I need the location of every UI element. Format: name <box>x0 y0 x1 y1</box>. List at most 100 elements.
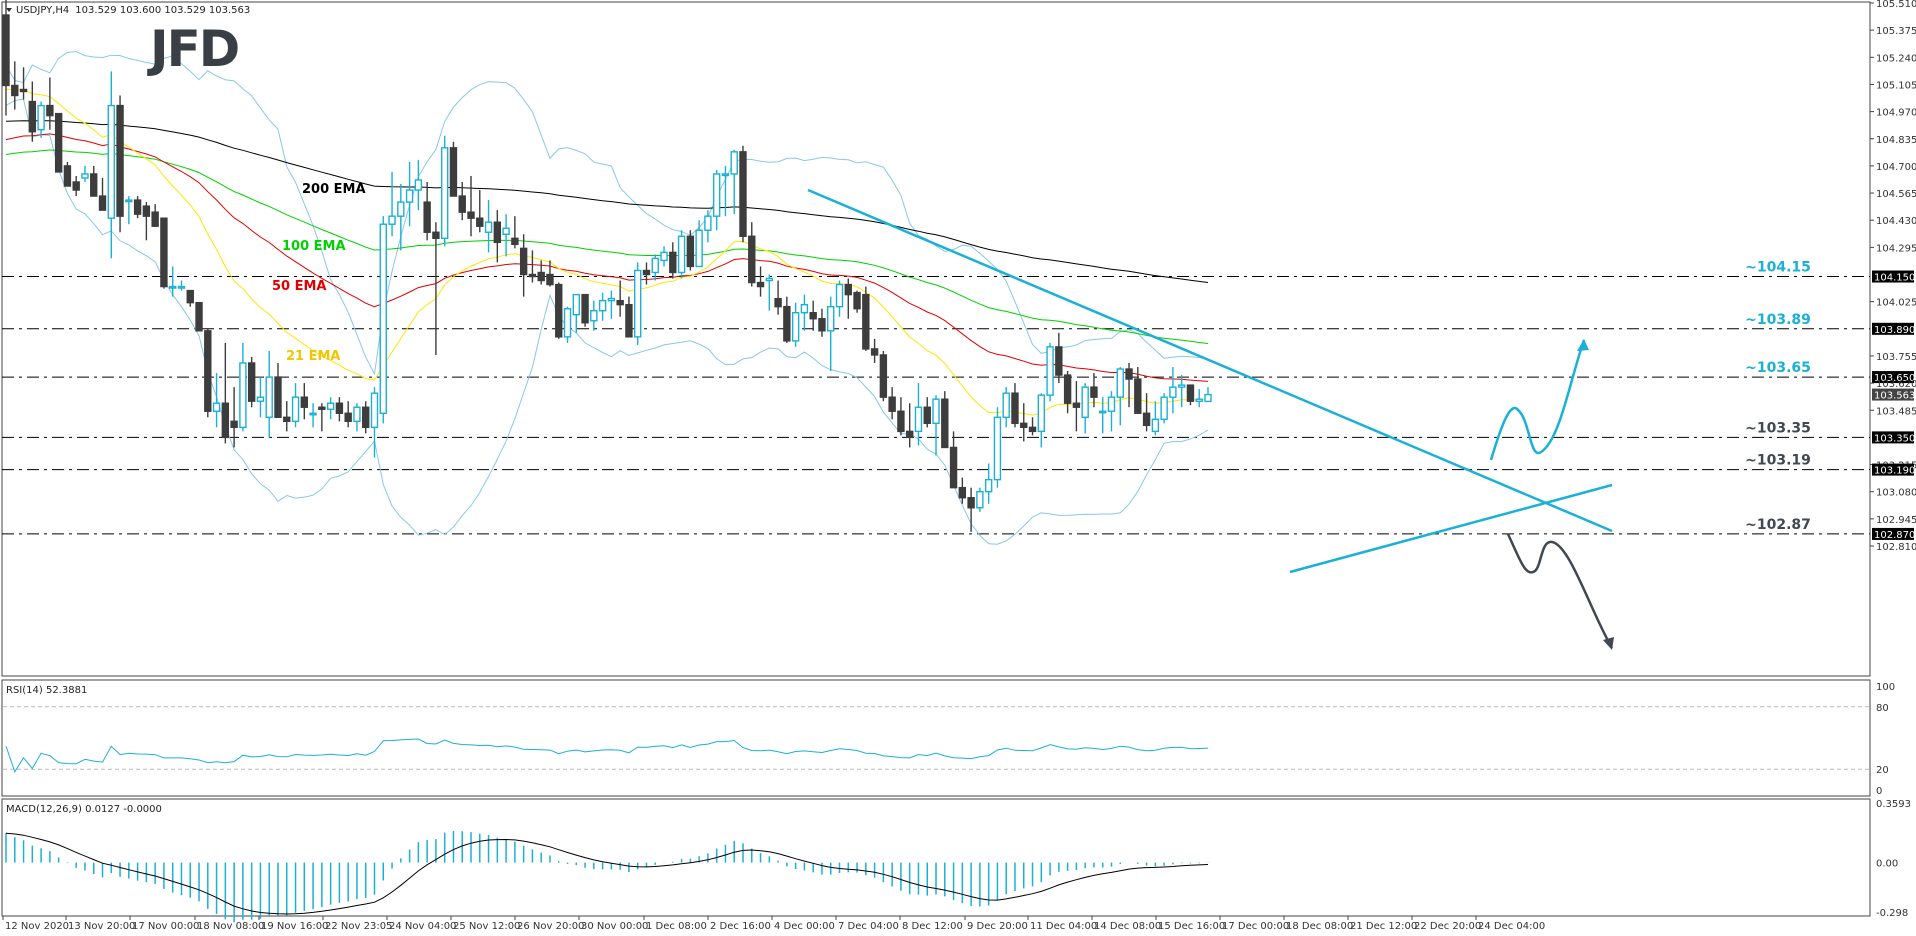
level-label: ~103.89 <box>1745 312 1811 328</box>
rsi-pane: RSI(14) 52.3881 100 80 20 0 <box>3 682 1895 797</box>
candle <box>905 403 914 448</box>
rsi-tick: 0 <box>1876 786 1882 797</box>
price-tick: 104.565 <box>1876 189 1916 200</box>
candle <box>212 373 221 428</box>
candle <box>1055 332 1063 384</box>
time-tick: 1 Dec 08:00 <box>646 921 707 932</box>
candle <box>326 397 335 420</box>
time-tick: 2 Dec 16:00 <box>710 921 771 932</box>
candle <box>774 280 782 315</box>
downtrend-line <box>807 188 1613 533</box>
bullish-scenario-path <box>1489 339 1586 461</box>
candle <box>748 222 756 287</box>
level-price-tag: 103.350 <box>1874 433 1915 444</box>
candle <box>1195 389 1203 408</box>
candle <box>1037 393 1045 448</box>
time-tick: 13 Nov 20:00 <box>68 921 135 932</box>
price-tick: 103.485 <box>1876 406 1916 417</box>
candle <box>756 266 765 297</box>
candle <box>1072 381 1081 432</box>
current-price-tag: 103.563 <box>1874 391 1915 402</box>
price-tick: 105.510 <box>1876 0 1916 10</box>
time-tick: 4 Dec 00:00 <box>774 921 835 932</box>
bollinger-upper-line <box>5 51 1209 376</box>
candle <box>353 403 361 432</box>
candle <box>888 387 896 420</box>
time-tick: 22 Dec 20:00 <box>1414 921 1481 932</box>
candle <box>432 222 440 355</box>
macd-tick: 0.00 <box>1876 859 1898 870</box>
time-tick: 18 Nov 08:00 <box>197 921 264 932</box>
candle <box>519 234 528 297</box>
candle <box>976 487 984 512</box>
candle <box>335 397 344 422</box>
collapse-triangle-icon[interactable] <box>6 8 12 12</box>
candle <box>195 301 203 332</box>
candle <box>607 290 616 319</box>
time-tick: 9 Dec 20:00 <box>967 921 1028 932</box>
ema-label: 200 EMA <box>302 182 366 197</box>
time-tick: 17 Dec 00:00 <box>1222 921 1289 932</box>
candle <box>1160 393 1168 424</box>
candle <box>642 262 651 285</box>
time-tick: 8 Dec 12:00 <box>902 921 963 932</box>
candle <box>590 300 598 331</box>
scenario-arrows <box>1489 339 1614 650</box>
candle <box>414 159 423 211</box>
price-axis: 105.510 105.375 105.240 105.105 104.970 104.8… <box>1870 0 1916 553</box>
candle <box>651 254 659 281</box>
bearish-scenario-path <box>1506 533 1614 649</box>
ema-200-line <box>5 120 1209 283</box>
candle <box>283 401 291 432</box>
candle <box>1125 362 1133 408</box>
level-labels: ~104.15 ~103.89 ~103.65 ~103.35 ~103.19 ~102.… <box>1745 260 1811 533</box>
candle <box>423 181 431 241</box>
candle <box>625 296 633 338</box>
candle <box>449 141 458 197</box>
symbol-label: USDJPY,H4 <box>16 5 69 16</box>
candle <box>1063 371 1072 414</box>
candle <box>467 175 475 237</box>
candle <box>800 294 809 331</box>
level-label: ~102.87 <box>1745 517 1811 533</box>
candle <box>1151 401 1160 436</box>
candle <box>1116 367 1124 426</box>
candle <box>362 401 370 434</box>
candle <box>1186 384 1195 406</box>
candle <box>11 61 19 110</box>
candle <box>712 169 721 231</box>
candle <box>669 242 677 279</box>
arrow-up-icon <box>1577 339 1589 351</box>
candle <box>853 290 861 313</box>
candle <box>309 403 317 428</box>
candle <box>686 230 695 271</box>
time-tick: 14 Dec 08:00 <box>1094 921 1161 932</box>
candle <box>958 477 967 504</box>
candle <box>300 383 309 420</box>
candle <box>941 391 949 449</box>
candle <box>204 328 212 418</box>
candle <box>28 81 37 142</box>
macd-pane: MACD(12,26,9) 0.0127 -0.0000 0.3593 0.00 -0… <box>5 799 1911 923</box>
candle <box>730 149 738 215</box>
candle <box>81 165 89 182</box>
candle <box>844 278 852 319</box>
candle <box>984 463 993 504</box>
candle <box>1090 373 1098 408</box>
candle <box>555 282 563 339</box>
candle <box>835 280 844 317</box>
ema-label: 21 EMA <box>286 349 341 364</box>
candle <box>897 397 905 436</box>
jfd-logo: JFD <box>147 20 240 78</box>
candle <box>318 403 326 432</box>
candle <box>458 181 466 221</box>
candle <box>721 165 730 217</box>
candle <box>791 302 800 347</box>
price-tick: 104.430 <box>1876 216 1916 227</box>
time-tick: 18 Dec 08:00 <box>1286 921 1353 932</box>
ema-labels: 200 EMA 100 EMA 50 EMA 21 EMA <box>272 182 366 364</box>
candle <box>274 362 282 418</box>
candle <box>511 216 519 249</box>
